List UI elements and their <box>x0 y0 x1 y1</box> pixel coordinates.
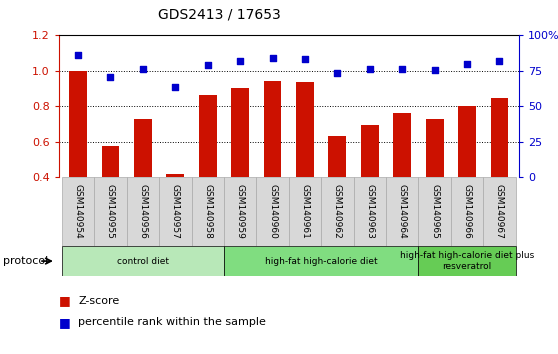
Text: GSM140956: GSM140956 <box>138 184 147 239</box>
Text: protocol: protocol <box>3 256 48 266</box>
Text: GSM140959: GSM140959 <box>235 184 244 239</box>
Bar <box>224 246 418 276</box>
Point <box>430 67 439 73</box>
Point <box>203 62 212 68</box>
Text: GDS2413 / 17653: GDS2413 / 17653 <box>158 7 281 21</box>
Point <box>235 58 244 64</box>
Bar <box>490 98 508 248</box>
Bar <box>361 125 379 248</box>
Bar <box>199 95 217 248</box>
Bar <box>418 177 451 246</box>
Bar <box>191 177 224 246</box>
Text: ■: ■ <box>59 295 70 307</box>
Point <box>398 66 407 72</box>
Bar <box>127 177 159 246</box>
Text: control diet: control diet <box>117 257 169 266</box>
Bar <box>426 120 444 248</box>
Point <box>463 61 472 67</box>
Bar <box>483 177 516 246</box>
Bar <box>62 246 224 276</box>
Point <box>333 70 342 75</box>
Bar <box>451 177 483 246</box>
Bar <box>296 82 314 248</box>
Text: high-fat high-calorie diet plus
resveratrol: high-fat high-calorie diet plus resverat… <box>400 251 534 271</box>
Point <box>301 56 310 62</box>
Point <box>365 66 374 72</box>
Bar <box>458 106 476 248</box>
Bar <box>134 120 152 248</box>
Text: high-fat high-calorie diet: high-fat high-calorie diet <box>265 257 378 266</box>
Bar <box>329 136 347 248</box>
Bar <box>62 177 94 246</box>
Bar <box>321 177 354 246</box>
Bar <box>231 88 249 248</box>
Text: GSM140966: GSM140966 <box>463 184 472 239</box>
Text: GSM140961: GSM140961 <box>300 184 310 239</box>
Text: GSM140955: GSM140955 <box>106 184 115 239</box>
Text: GSM140962: GSM140962 <box>333 184 342 239</box>
Bar <box>386 177 418 246</box>
Bar <box>354 177 386 246</box>
Text: GSM140964: GSM140964 <box>398 184 407 239</box>
Bar <box>166 175 184 248</box>
Point <box>138 66 147 72</box>
Text: ■: ■ <box>59 316 70 329</box>
Bar <box>224 177 256 246</box>
Point <box>74 52 83 58</box>
Bar <box>289 177 321 246</box>
Text: GSM140957: GSM140957 <box>171 184 180 239</box>
Point <box>106 74 115 80</box>
Bar <box>256 177 289 246</box>
Text: Z-score: Z-score <box>78 296 119 306</box>
Point <box>495 58 504 64</box>
Point <box>268 55 277 60</box>
Bar <box>159 177 191 246</box>
Point <box>171 84 180 90</box>
Text: GSM140967: GSM140967 <box>495 184 504 239</box>
Bar <box>102 146 119 248</box>
Text: GSM140958: GSM140958 <box>203 184 212 239</box>
Bar <box>418 246 516 276</box>
Bar <box>393 113 411 248</box>
Text: GSM140960: GSM140960 <box>268 184 277 239</box>
Text: percentile rank within the sample: percentile rank within the sample <box>78 317 266 327</box>
Bar <box>69 71 87 248</box>
Bar <box>263 80 281 248</box>
Text: GSM140963: GSM140963 <box>365 184 374 239</box>
Text: GSM140954: GSM140954 <box>74 184 83 239</box>
Bar <box>94 177 127 246</box>
Text: GSM140965: GSM140965 <box>430 184 439 239</box>
